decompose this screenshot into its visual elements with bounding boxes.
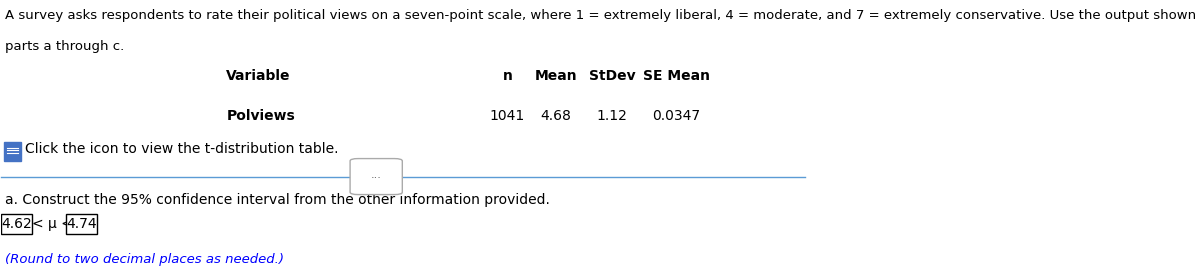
FancyBboxPatch shape [1,214,32,234]
Text: 1.12: 1.12 [596,109,628,123]
Text: A survey asks respondents to rate their political views on a seven-point scale, : A survey asks respondents to rate their … [6,9,1200,22]
Text: a. Construct the 95% confidence interval from the other information provided.: a. Construct the 95% confidence interval… [6,193,551,207]
Text: n: n [503,69,512,82]
Text: SE Mean: SE Mean [643,69,709,82]
Text: 1041: 1041 [490,109,526,123]
Text: (Round to two decimal places as needed.): (Round to two decimal places as needed.) [6,253,284,266]
FancyBboxPatch shape [4,143,22,161]
Text: Mean: Mean [534,69,577,82]
Text: 4.74: 4.74 [66,217,97,231]
FancyBboxPatch shape [350,159,402,194]
Text: < μ <: < μ < [32,217,73,231]
Text: ...: ... [371,171,382,180]
Text: StDev: StDev [589,69,635,82]
Text: Variable: Variable [227,69,290,82]
Text: Click the icon to view the t-distribution table.: Click the icon to view the t-distributio… [25,142,338,156]
Text: 4.68: 4.68 [540,109,571,123]
Text: 4.62: 4.62 [1,217,32,231]
Text: parts a through c.: parts a through c. [6,40,125,53]
Text: 0.0347: 0.0347 [653,109,701,123]
FancyBboxPatch shape [66,214,97,234]
Text: Polviews: Polviews [227,109,295,123]
